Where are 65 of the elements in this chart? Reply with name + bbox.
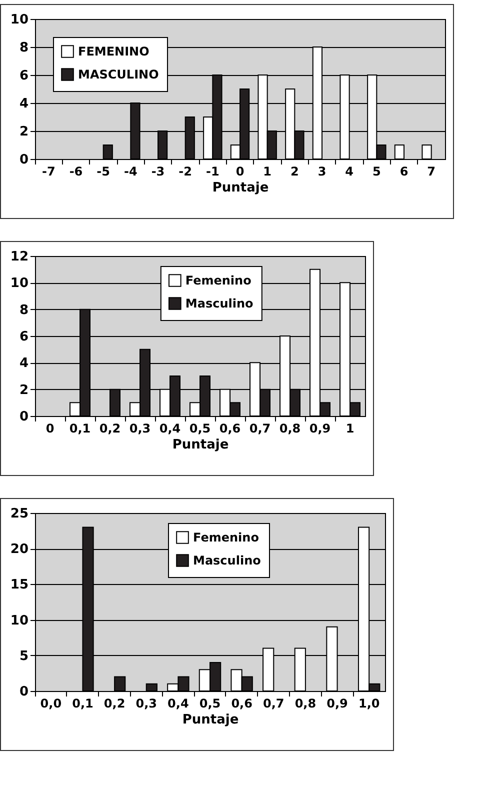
x-tick-label: 5 — [372, 164, 381, 178]
x-tick-label: -4 — [124, 164, 138, 178]
x-tick-label: 1 — [346, 422, 354, 436]
x-tick-label: 3 — [318, 164, 326, 178]
x-tick-label: -7 — [42, 164, 56, 178]
y-tick-label: 6 — [19, 68, 28, 84]
y-tick-label: 8 — [19, 40, 28, 56]
x-tick-label: 0,4 — [168, 696, 189, 710]
y-tick-label: 25 — [10, 506, 28, 522]
x-tick-label: 7 — [427, 164, 436, 178]
y-tick-label: 10 — [10, 276, 28, 292]
x-tick-label: 0,8 — [294, 696, 316, 710]
x-tick-label: 0,8 — [279, 422, 301, 436]
y-tick-label: 0 — [19, 684, 28, 700]
y-tick-label: 10 — [10, 613, 28, 628]
x-tick-label: 0,1 — [69, 422, 91, 436]
x-tick-label: 0 — [46, 422, 54, 436]
x-tick-label: 0,5 — [189, 422, 211, 436]
y-tick-label: 15 — [10, 578, 28, 593]
x-tick-label: -6 — [69, 164, 83, 178]
legend-label: Femenino — [193, 530, 259, 544]
x-tick-label: 0,9 — [309, 422, 331, 436]
x-tick-label: 0,9 — [326, 696, 348, 710]
x-tick-label: 0,7 — [263, 696, 284, 710]
x-tick-label: 0,7 — [249, 422, 271, 436]
x-tick-label: 0,5 — [199, 696, 221, 710]
y-tick-label: 20 — [10, 542, 28, 558]
legend-label: FEMENINO — [78, 44, 150, 58]
legend-label: MASCULINO — [78, 68, 159, 82]
x-tick-label: 6 — [400, 164, 408, 178]
x-axis-title: Puntaje — [212, 180, 269, 196]
y-tick-label: 0 — [19, 410, 28, 424]
x-tick-label: 0,0 — [40, 696, 62, 710]
x-tick-label: 2 — [290, 164, 299, 178]
x-tick-label: 0,6 — [219, 422, 241, 436]
y-tick-label: 5 — [19, 648, 28, 664]
y-tick-label: 2 — [19, 382, 28, 398]
x-tick-label: 0,6 — [231, 696, 252, 710]
x-tick-label: -2 — [178, 164, 192, 178]
x-tick-label: 0,2 — [99, 422, 121, 436]
y-tick-label: 2 — [19, 124, 28, 140]
y-tick-label: 4 — [19, 96, 28, 112]
x-tick-label: 1 — [263, 164, 272, 178]
legend-label: Masculino — [185, 296, 254, 310]
legend-label: Femenino — [185, 274, 252, 288]
x-tick-label: 0,2 — [104, 696, 126, 710]
x-tick-label: 0,4 — [159, 422, 181, 436]
y-tick-label: 8 — [19, 302, 28, 318]
legend-label: Masculino — [193, 554, 261, 568]
x-tick-label: 0,1 — [72, 696, 94, 710]
x-tick-label: -5 — [96, 164, 110, 178]
y-tick-label: 10 — [10, 12, 28, 28]
x-tick-label: 1,0 — [358, 696, 380, 710]
y-tick-label: 12 — [10, 250, 28, 264]
y-tick-label: 0 — [19, 152, 28, 168]
x-tick-label: 4 — [345, 164, 354, 178]
y-tick-label: 4 — [19, 356, 28, 372]
x-tick-label: 0 — [236, 164, 244, 178]
x-axis-title: Puntaje — [182, 712, 239, 728]
x-tick-label: -3 — [151, 164, 165, 178]
x-tick-label: 0,3 — [129, 422, 151, 436]
x-tick-label: -1 — [206, 164, 220, 178]
y-tick-label: 6 — [19, 330, 28, 344]
x-tick-label: 0,3 — [136, 696, 157, 710]
x-axis-title: Puntaje — [172, 438, 229, 452]
